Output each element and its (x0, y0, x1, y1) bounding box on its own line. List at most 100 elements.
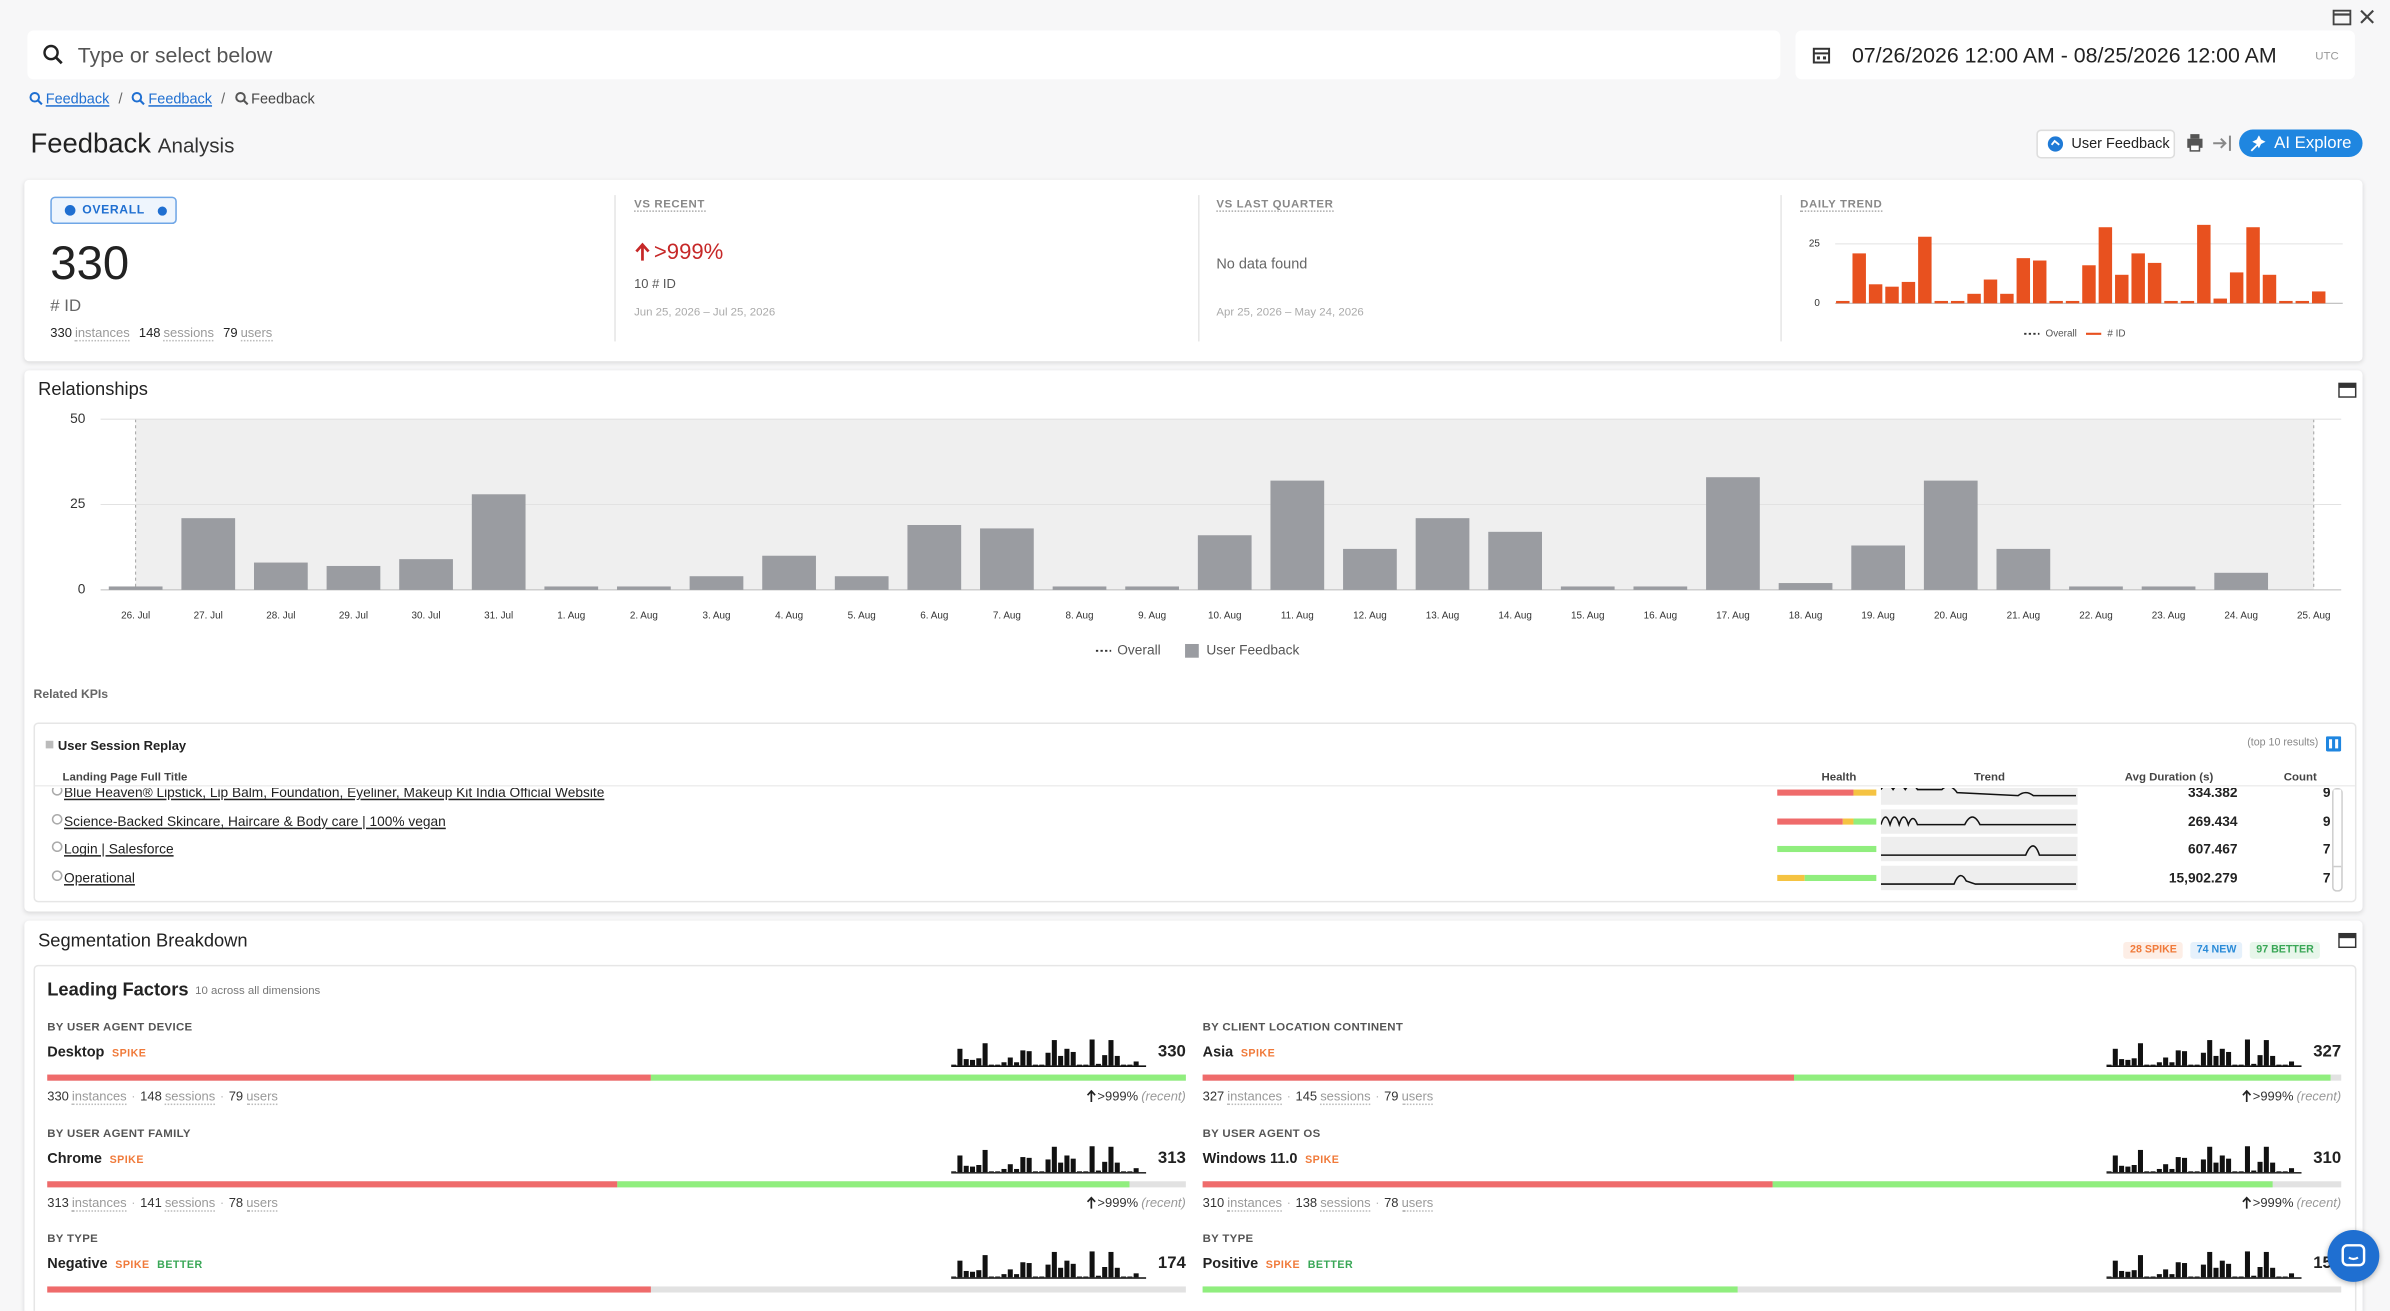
factor-change: >999% (recent) (2242, 1088, 2341, 1103)
table-row[interactable]: Science-Backed Skincare, Haircare & Body… (35, 807, 2355, 835)
factor[interactable]: BY USER AGENT DEVICE Desktop SPIKE 330 330 in… (47, 1018, 1186, 1113)
segment-badge[interactable]: 74 NEW (2191, 942, 2243, 959)
spark-bar (995, 1065, 1000, 1066)
stat-separator: · (1287, 1088, 1291, 1103)
chat-button[interactable] (2327, 1230, 2379, 1282)
user-feedback-button[interactable]: User Feedback (2036, 130, 2175, 159)
overall-badge[interactable]: OVERALL (50, 197, 177, 224)
row-title[interactable]: Operational (64, 870, 135, 885)
spark-bar (2276, 1277, 2281, 1278)
avg-duration: 269.434 (2188, 813, 2238, 828)
spark-bar (2195, 1277, 2200, 1278)
calendar-icon (1812, 46, 1830, 64)
breadcrumb-label[interactable]: Feedback (148, 91, 212, 108)
column-header[interactable]: Health (1821, 770, 1856, 784)
segment-badge[interactable]: 97 BETTER (2250, 942, 2320, 959)
kpi-card: OVERALL 330 # ID 330 instances 148 sessions… (24, 180, 2362, 361)
spark-bar (983, 1043, 988, 1065)
spark-bar (1027, 1157, 1032, 1171)
spark-bar (1096, 1170, 1101, 1172)
spark-bar (2163, 1269, 2168, 1277)
spark-bar (2151, 1277, 2156, 1278)
spark-bar (2264, 1252, 2269, 1277)
row-radio[interactable] (52, 842, 63, 853)
search-placeholder: Type or select below (78, 43, 273, 67)
health-segment (1777, 875, 1804, 881)
date-range[interactable]: 07/26/2026 12:00 AM - 08/25/2026 12:00 A… (1796, 30, 2355, 79)
row-radio[interactable] (52, 788, 63, 796)
stat-value: 313 (47, 1194, 69, 1209)
spark-bar (2125, 1060, 2130, 1066)
toolbar-icons[interactable] (2184, 133, 2233, 154)
spark-bar (2119, 1165, 2124, 1171)
spark-bar (970, 1166, 975, 1172)
spark-bar (2157, 1062, 2162, 1065)
breadcrumb-label[interactable]: Feedback (46, 91, 110, 108)
breadcrumb-separator: / (118, 91, 122, 108)
columns-icon[interactable] (2326, 736, 2341, 751)
row-title[interactable]: Blue Heaven® Lipstick, Lip Balm, Foundat… (64, 788, 604, 800)
factor-bar (47, 1181, 1186, 1187)
kpi-message: No data found (1216, 256, 1307, 273)
table-row[interactable]: Blue Heaven® Lipstick, Lip Balm, Foundat… (35, 788, 2355, 807)
window-controls[interactable] (2332, 8, 2378, 29)
column-header[interactable]: Trend (1974, 770, 2005, 784)
row-title[interactable]: Login | Salesforce (64, 842, 174, 857)
breadcrumb-separator: / (221, 91, 225, 108)
factor-bar (47, 1286, 1186, 1292)
factor[interactable]: BY USER AGENT OS Windows 11.0 SPIKE 310 310 i… (1203, 1124, 2342, 1219)
stat-value: 310 (1203, 1194, 1225, 1209)
spark-bar (2144, 1171, 2149, 1172)
column-header[interactable]: Avg Duration (s) (2125, 770, 2214, 784)
panel-icon (46, 741, 54, 749)
spark-bar (1046, 1053, 1051, 1066)
spark-bar (2151, 1171, 2156, 1172)
spark-bar (2264, 1146, 2269, 1171)
spark-bar (2119, 1271, 2124, 1277)
collapse-icon[interactable] (2338, 933, 2356, 948)
spark-bar (2144, 1065, 2149, 1066)
spark-bar (2226, 1158, 2231, 1171)
divider (1198, 195, 1200, 341)
collapse-icon[interactable] (2338, 383, 2356, 398)
column-header[interactable]: Landing Page Full Title (62, 770, 187, 784)
spark-bar (2276, 1171, 2281, 1172)
badge-icon (157, 206, 168, 217)
column-header[interactable]: Count (2284, 770, 2317, 784)
spark-bar (1001, 1168, 1006, 1171)
spark-bar (2169, 1168, 2174, 1171)
spark-bar (1001, 1274, 1006, 1277)
search-box[interactable]: Type or select below (27, 30, 1780, 79)
factor-tag: SPIKE (1241, 1049, 1275, 1060)
factor-tag: SPIKE (1305, 1155, 1339, 1166)
ai-explore-button[interactable]: AI Explore (2239, 130, 2362, 157)
spark-bar (2113, 1049, 2118, 1066)
row-radio[interactable] (52, 870, 63, 881)
row-radio[interactable] (52, 813, 63, 824)
spark-bar (1071, 1052, 1076, 1065)
stat-value: 79 (229, 1088, 243, 1103)
breadcrumb[interactable]: Feedback / (132, 91, 226, 108)
table-row[interactable]: Login | Salesforce 607.467 7 (35, 836, 2355, 864)
kpi-label: # ID (50, 297, 81, 315)
factor[interactable]: BY USER AGENT FAMILY Chrome SPIKE 313 313 ins… (47, 1124, 1186, 1219)
bar-segment (47, 1286, 650, 1292)
breadcrumb[interactable]: Feedback / (29, 91, 123, 108)
trend-line (1881, 788, 2076, 796)
spark-bar (1052, 1252, 1057, 1277)
scrollbar[interactable] (2332, 788, 2343, 892)
spark-bar (1020, 1262, 1025, 1277)
factor[interactable]: BY CLIENT LOCATION CONTINENT Asia SPIKE 327… (1203, 1018, 2342, 1113)
segment-badge[interactable]: 28 SPIKE (2124, 942, 2183, 959)
factor[interactable]: BY TYPE Negative SPIKE BETTER 174 (47, 1230, 1186, 1311)
stat-label: instances (1227, 1194, 1282, 1211)
factor[interactable]: BY TYPE Positive SPIKE BETTER 156 (1203, 1230, 2342, 1311)
table-row[interactable]: Operational 15,902.279 7 (35, 864, 2355, 891)
divider (1780, 195, 1782, 341)
spark-bar (2188, 1171, 2193, 1172)
stat: 330 instances (50, 325, 129, 340)
search-icon (43, 44, 64, 65)
kpi-change: >999% (654, 241, 723, 265)
spark-bar (1001, 1062, 1006, 1065)
row-title[interactable]: Science-Backed Skincare, Haircare & Body… (64, 813, 446, 828)
